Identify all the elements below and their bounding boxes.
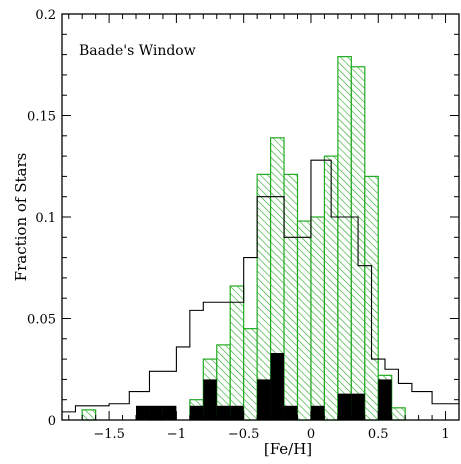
y-tick-label: 0.1 [35,211,56,226]
y-tick-labels: 0 0.05 0.1 0.15 0.2 [27,8,56,429]
green-bar [229,285,245,421]
black-bar [310,405,325,420]
black-bar [230,405,244,420]
x-tick-labels: −1.5 −1 −0.5 0 0.5 1 [93,427,449,442]
black-filled-series [136,353,392,420]
y-tick-label: 0 [48,414,56,429]
y-tick-label: 0.05 [27,313,56,328]
y-tick-label: 0.2 [35,8,56,23]
x-tick-label: −1.5 [93,427,125,442]
black-bar [337,393,352,420]
x-tick-label: 0 [307,427,315,442]
black-bar [216,405,231,420]
y-axis-title: Fraction of Stars [12,153,30,282]
green-bar [337,56,352,421]
y-tick-label: 0.15 [27,110,56,125]
green-bar [296,220,312,421]
green-bar [81,409,97,421]
black-bar [351,393,365,420]
black-bar [149,405,163,420]
tick-marks [62,13,460,421]
green-bar [310,216,326,421]
black-bar [270,353,285,420]
outline-step-line [62,159,459,413]
x-tick-label: 1 [441,427,449,442]
black-bar [284,405,298,420]
x-tick-label: 0.5 [368,427,389,442]
black-bar [136,405,150,420]
x-tick-label: −0.5 [228,427,260,442]
black-bar [203,379,217,420]
x-axis-title: [Fe/H] [264,440,312,458]
x-tick-label: −1 [167,427,186,442]
black-bar [189,405,204,420]
black-bar [378,379,392,420]
green-bar [243,328,258,421]
annotation-label: Baade's Window [79,43,196,59]
black-bar [162,405,177,420]
black-outline-series [62,159,459,413]
black-bar [257,379,271,420]
green-bar [391,407,406,421]
green-bar [283,173,299,421]
